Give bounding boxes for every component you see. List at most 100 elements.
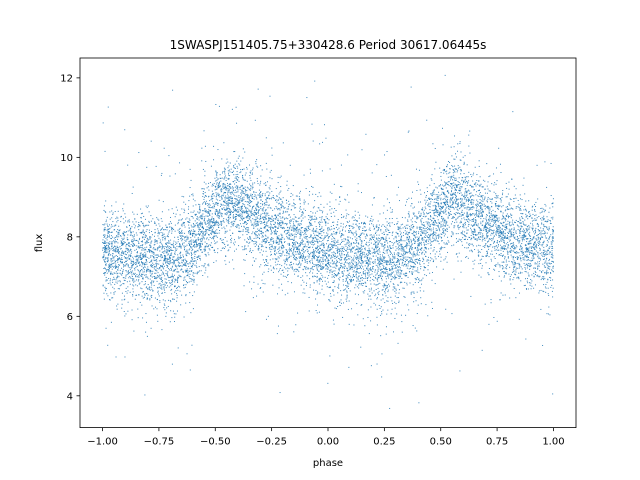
scatter-point [391,234,393,236]
scatter-point [193,279,195,281]
scatter-point [478,233,480,235]
scatter-point [144,294,146,296]
scatter-point [287,238,289,240]
scatter-point [128,251,130,253]
scatter-point [472,231,474,233]
scatter-point [364,274,366,276]
scatter-point [192,260,194,262]
scatter-point [440,225,442,227]
scatter-point [348,240,350,242]
scatter-point [486,205,488,207]
scatter-point [491,238,493,240]
scatter-point [307,261,309,263]
scatter-point [520,226,522,228]
scatter-point [376,249,378,251]
scatter-point [294,203,296,205]
scatter-point [245,231,247,233]
scatter-point [150,256,152,258]
scatter-point [118,252,120,254]
scatter-point [272,209,274,211]
scatter-point [517,277,519,279]
scatter-point [323,244,325,246]
scatter-point [207,264,209,266]
scatter-point [121,255,123,257]
scatter-point [403,247,405,249]
scatter-point [495,200,497,202]
scatter-point [330,262,332,264]
scatter-point [312,212,314,214]
scatter-point [306,258,308,260]
scatter-point [160,241,162,243]
scatter-point [326,235,328,237]
scatter-point [408,216,410,218]
scatter-point [395,241,397,243]
scatter-point [247,215,249,217]
scatter-point [109,268,111,270]
scatter-point [228,211,230,213]
scatter-point [376,164,378,166]
scatter-point [258,221,260,223]
scatter-point [113,278,115,280]
scatter-point [282,247,284,249]
scatter-point [361,279,363,281]
scatter-point [501,236,503,238]
scatter-point [281,253,283,255]
scatter-point [257,245,259,247]
scatter-point [232,166,234,168]
scatter-point [103,267,105,269]
scatter-point [232,215,234,217]
scatter-point [352,232,354,234]
scatter-point [148,221,150,223]
scatter-point [205,228,207,230]
scatter-point [310,223,312,225]
scatter-point [288,200,290,202]
scatter-point [125,220,127,222]
scatter-point [412,247,414,249]
scatter-point [445,187,447,189]
scatter-point [230,202,232,204]
scatter-point [304,267,306,269]
scatter-point [526,210,527,212]
scatter-point [179,227,181,229]
scatter-point [533,219,535,221]
scatter-point [229,175,231,177]
scatter-point [150,251,152,253]
scatter-point [535,201,537,203]
scatter-point [514,252,516,254]
scatter-point [103,205,105,207]
scatter-point [449,179,451,181]
scatter-point [515,188,517,190]
scatter-point [481,258,483,260]
scatter-point [334,237,336,239]
scatter-point [178,219,180,221]
scatter-point [243,198,245,200]
scatter-point [211,196,213,198]
scatter-point [132,261,134,263]
scatter-point [293,239,295,241]
scatter-point [440,249,442,251]
scatter-point [144,255,146,257]
scatter-point [432,210,434,212]
scatter-point [212,224,214,226]
scatter-point [408,261,410,263]
scatter-point [462,156,464,158]
scatter-point [545,220,547,222]
scatter-point [242,188,244,190]
scatter-point [531,274,533,276]
scatter-point [431,193,433,195]
scatter-point [274,261,276,263]
scatter-point [377,278,379,280]
scatter-point [394,276,396,277]
scatter-point [301,242,303,244]
scatter-point [224,187,226,189]
scatter-point [457,143,459,145]
scatter-point [430,198,432,200]
scatter-point [123,241,125,243]
scatter-point [334,258,336,260]
scatter-point [177,257,179,259]
scatter-point [447,236,449,238]
scatter-point [159,301,161,303]
scatter-point [297,312,299,314]
scatter-point [215,242,217,244]
scatter-point [443,232,445,234]
